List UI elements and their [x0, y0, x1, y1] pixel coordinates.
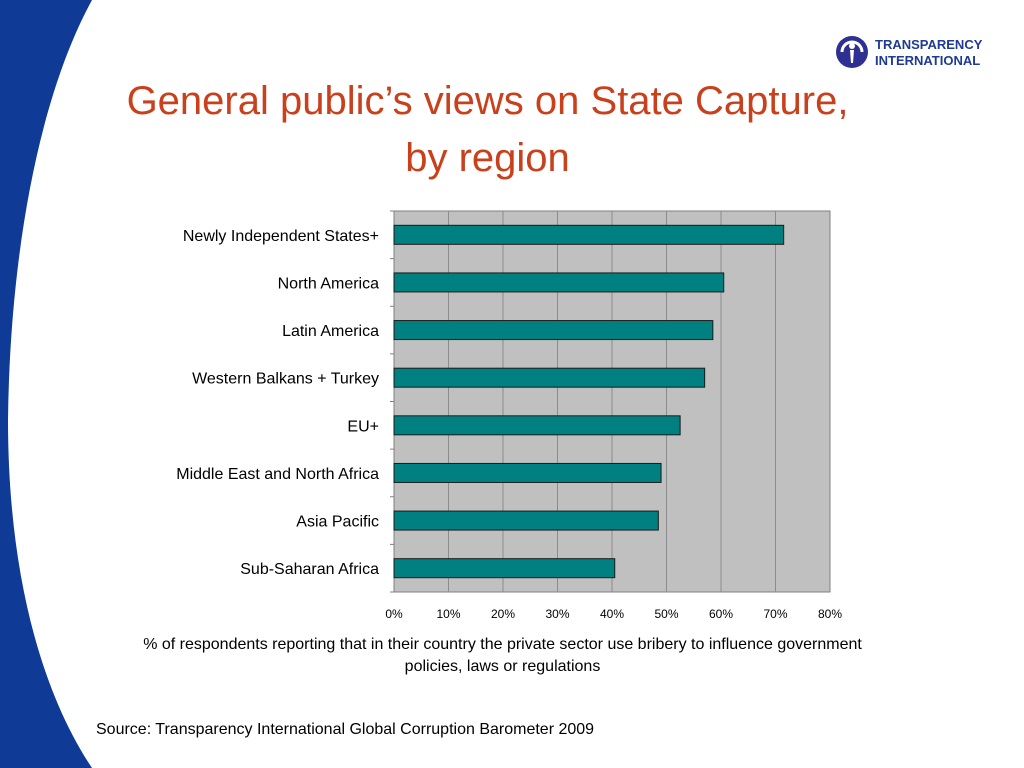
category-label: North America [278, 275, 379, 292]
bar [393, 510, 659, 531]
x-tick-label: 10% [436, 607, 460, 621]
bar [393, 272, 725, 293]
slide-title-line-2: by region [405, 136, 570, 180]
x-tick-label: 70% [763, 607, 787, 621]
category-label: Asia Pacific [296, 514, 379, 531]
category-label: Sub-Saharan Africa [240, 561, 379, 578]
x-tick-label: 60% [709, 607, 733, 621]
bar [393, 367, 706, 388]
x-tick-label: 50% [654, 607, 678, 621]
category-label: Middle East and North Africa [176, 466, 379, 483]
logo-text-line-1: TRANSPARENCY [875, 37, 983, 52]
x-axis-caption: % of respondents reporting that in their… [143, 636, 862, 675]
category-label: Western Balkans + Turkey [192, 371, 379, 388]
bar [393, 558, 616, 579]
x-tick-label: 30% [545, 607, 569, 621]
x-tick-label: 80% [818, 607, 842, 621]
category-label: Newly Independent States+ [183, 228, 379, 245]
bar [393, 462, 662, 483]
transparency-international-logo-icon [836, 36, 868, 68]
x-tick-label: 0% [385, 607, 403, 621]
logo-text-line-2: INTERNATIONAL [875, 53, 981, 68]
category-label: EU+ [347, 418, 379, 435]
slide-title-line-1: General public’s views on State Capture, [126, 79, 849, 123]
bar [393, 415, 681, 436]
x-tick-label: 20% [491, 607, 515, 621]
source-note: Source: Transparency International Globa… [96, 721, 595, 738]
category-label: Latin America [282, 323, 379, 340]
bar [393, 320, 714, 341]
bar [393, 224, 785, 245]
x-tick-label: 40% [600, 607, 624, 621]
